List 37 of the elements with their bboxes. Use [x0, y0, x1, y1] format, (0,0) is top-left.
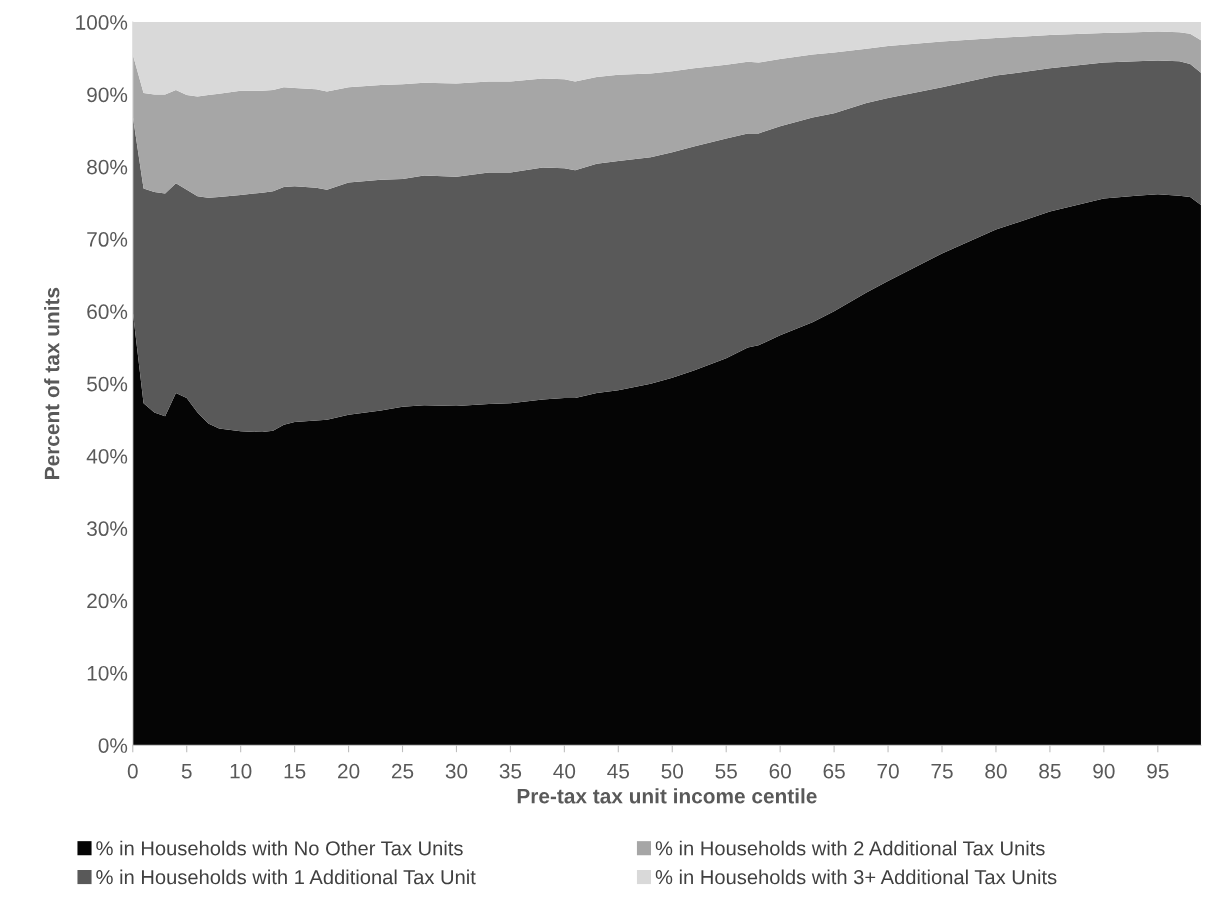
x-tick-label: 70 — [877, 763, 899, 779]
x-tick-label: 80 — [985, 763, 1007, 779]
y-tick-label: 40% — [86, 448, 128, 464]
x-tick-label: 25 — [391, 763, 414, 779]
x-tick-label: 75 — [931, 764, 953, 779]
x-tick-label: 40 — [553, 763, 576, 779]
x-axis-title: Pre-tax tax unit income centile — [517, 788, 817, 804]
x-tick-label: 35 — [499, 763, 522, 779]
legend-label: % in Households with 1 Additional Tax Unit — [96, 869, 476, 885]
y-tick-label: 60% — [87, 304, 128, 320]
y-tick-label: 30% — [87, 521, 128, 537]
x-tick-label: 60 — [769, 763, 791, 779]
legend-label: % in Households with No Other Tax Units — [96, 840, 463, 856]
legend-label: % in Households with 3+ Additional Tax Units — [655, 869, 1057, 885]
x-tick-label: 30 — [445, 763, 468, 779]
x-tick-label: 65 — [823, 763, 845, 779]
x-tick-label: 55 — [715, 764, 737, 779]
y-tick-label: 80% — [87, 159, 128, 175]
y-tick-label: 100% — [76, 15, 128, 30]
y-tick-label: 20% — [87, 593, 128, 609]
x-tick-label: 95 — [1147, 763, 1169, 779]
x-tick-label: 0 — [127, 763, 138, 779]
x-tick-label: 45 — [607, 764, 630, 779]
x-tick-label: 10 — [230, 763, 252, 779]
x-tick-label: 20 — [338, 763, 360, 779]
x-tick-label: 5 — [181, 764, 192, 779]
y-tick-label: 10% — [87, 665, 128, 681]
y-tick-label: 90% — [87, 87, 128, 103]
y-tick-label: 0% — [98, 738, 128, 753]
y-axis-title: Percent of tax units — [44, 287, 60, 479]
x-tick-label: 90 — [1093, 763, 1115, 779]
y-tick-label: 50% — [87, 376, 128, 392]
legend-label: % in Households with 2 Additional Tax Units — [655, 840, 1045, 856]
x-tick-label: 15 — [284, 764, 306, 779]
x-tick-label: 85 — [1039, 763, 1061, 779]
x-tick-label: 50 — [661, 763, 684, 779]
y-tick-label: 70% — [87, 232, 128, 247]
